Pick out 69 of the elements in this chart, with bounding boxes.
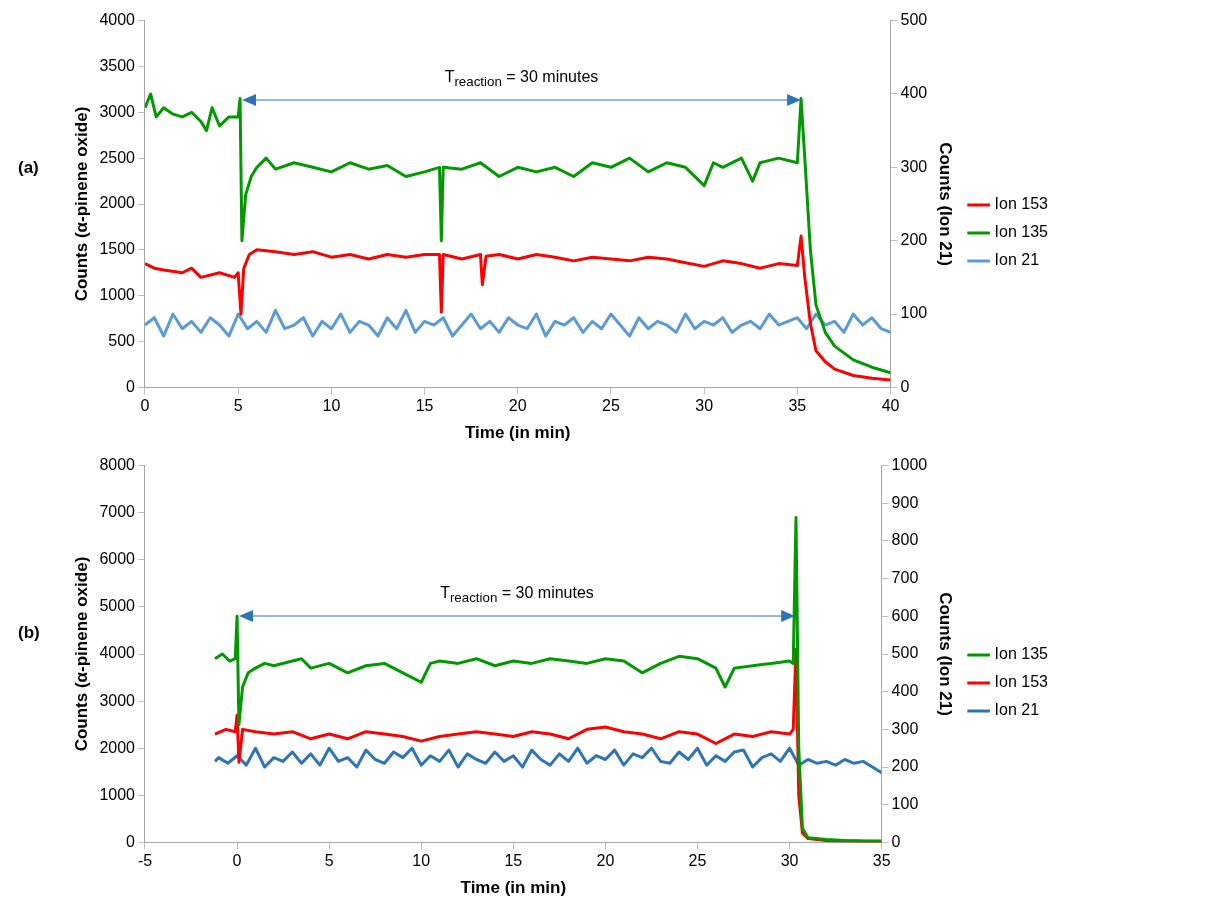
y2-tick-label: 100	[900, 304, 928, 322]
x-tick-label: 10	[412, 852, 431, 870]
x-tick-label: 5	[324, 852, 334, 870]
legend-label: Ion 153	[994, 673, 1049, 691]
x-tick-label: 5	[233, 397, 243, 415]
text: (a)	[18, 158, 39, 178]
y2-tick-label: 300	[891, 719, 919, 737]
y-tick-label: 2000	[99, 194, 136, 212]
y-tick-label: 0	[126, 832, 136, 850]
y-tick-label: 0	[126, 377, 136, 395]
y2-tick-label: 900	[891, 493, 919, 511]
y-tick-label: 1000	[99, 785, 136, 803]
y-tick-label: 4000	[99, 11, 136, 29]
y2-tick-label: 400	[891, 682, 919, 700]
y2-tick-label: 500	[891, 644, 919, 662]
x-tick-label: 20	[508, 397, 527, 415]
y2-tick-label: 0	[891, 832, 901, 850]
y2-tick-label: 1000	[891, 456, 928, 474]
y-tick-label: 5000	[99, 597, 136, 615]
x-tick-label: 30	[695, 397, 714, 415]
x-tick-label: -5	[137, 852, 153, 870]
y-tick-label: 6000	[99, 550, 136, 568]
y-tick-label: 2500	[99, 148, 136, 166]
x-tick-label: 15	[504, 852, 523, 870]
y-tick-label: 1500	[99, 240, 136, 258]
y2-tick-label: 700	[891, 569, 919, 587]
y-tick-label: 8000	[99, 456, 136, 474]
legend-label: Ion 135	[994, 223, 1049, 241]
legend-label: Ion 21	[994, 701, 1040, 719]
y-tick-label: 7000	[99, 503, 136, 521]
y-tick-label: 1000	[99, 286, 136, 304]
annotation: T$_{reaction}$ = 30 minutes	[443, 68, 600, 90]
y2-tick-label: 0	[900, 377, 910, 395]
legend-label: Ion 135	[994, 645, 1049, 663]
text: (b)	[18, 623, 40, 643]
y-tick-label: 2000	[99, 738, 136, 756]
x-tick-label: 20	[596, 852, 615, 870]
x-tick-label: 35	[872, 852, 891, 870]
y2-tick-label: 600	[891, 606, 919, 624]
legend-label: Ion 21	[994, 251, 1040, 269]
y2-tick-label: 100	[891, 795, 919, 813]
x-tick-label: 0	[140, 397, 150, 415]
x-tick-label: 40	[881, 397, 900, 415]
y2-tick-label: 500	[900, 11, 928, 29]
y-axis-title: Counts (α-pinene oxide)	[71, 556, 91, 752]
legend-label: Ion 153	[994, 195, 1049, 213]
x-tick-label: 15	[415, 397, 434, 415]
x-tick-label: 25	[602, 397, 620, 415]
y-tick-label: 4000	[99, 644, 136, 662]
x-axis-title: Time (in min)	[465, 423, 571, 443]
x-tick-label: 30	[780, 852, 799, 870]
y2-axis-title: Counts (Ion 21)	[935, 592, 955, 716]
x-tick-label: 35	[788, 397, 807, 415]
annotation: T$_{reaction}$ = 30 minutes	[439, 584, 595, 606]
x-tick-label: 0	[232, 852, 242, 870]
x-axis-title: Time (in min)	[460, 878, 567, 898]
y-tick-label: 3000	[99, 691, 136, 709]
y-tick-label: 500	[108, 331, 136, 349]
y2-axis-title: Counts (Ion 21)	[935, 142, 955, 266]
y2-tick-label: 400	[900, 84, 928, 102]
x-tick-label: 25	[688, 852, 707, 870]
x-tick-label: 10	[322, 397, 341, 415]
y2-tick-label: 300	[900, 157, 928, 175]
y2-tick-label: 200	[900, 231, 928, 249]
y2-tick-label: 800	[891, 531, 919, 549]
y-tick-label: 3000	[99, 102, 136, 120]
y-tick-label: 3500	[99, 56, 136, 74]
y2-tick-label: 200	[891, 757, 919, 775]
y-axis-title: Counts (α-pinene oxide)	[71, 106, 91, 302]
